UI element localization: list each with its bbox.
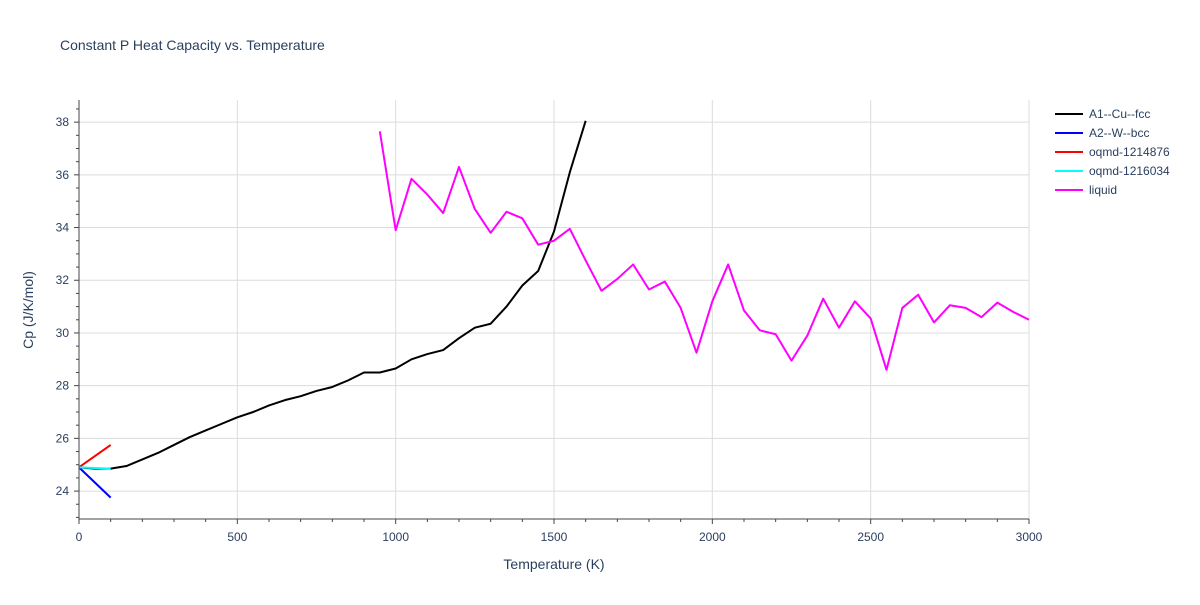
x-tick-label: 1500: [541, 530, 568, 544]
series-line-a1-cu-fcc: [78, 120, 587, 470]
x-tick-label: 2000: [699, 530, 726, 544]
y-tick-label: 38: [56, 115, 70, 129]
legend-item[interactable]: oqmd-1214876: [1055, 145, 1170, 159]
series-line-oqmd-1216034: [78, 466, 111, 470]
x-axis-label: Temperature (K): [503, 556, 604, 572]
y-tick-label: 36: [56, 168, 70, 182]
legend-label: A2--W--bcc: [1089, 126, 1149, 140]
y-tick-label: 34: [56, 221, 70, 235]
x-tick-label: 500: [227, 530, 247, 544]
legend-label: oqmd-1216034: [1089, 164, 1170, 178]
x-tick-label: 2500: [857, 530, 884, 544]
y-axis-label: Cp (J/K/mol): [20, 271, 36, 349]
series-line-oqmd-1214876: [78, 444, 112, 469]
y-tick-label: 32: [56, 273, 70, 287]
legend-item[interactable]: A2--W--bcc: [1055, 126, 1149, 140]
legend-label: oqmd-1214876: [1089, 145, 1170, 159]
legend-label: A1--Cu--fcc: [1089, 107, 1150, 121]
x-tick-label: 1000: [382, 530, 409, 544]
y-tick-label: 24: [56, 484, 70, 498]
legend-label: liquid: [1089, 183, 1117, 197]
legend-item[interactable]: liquid: [1055, 183, 1117, 197]
chart-title: Constant P Heat Capacity vs. Temperature: [60, 37, 325, 53]
x-tick-label: 0: [76, 530, 83, 544]
series-line-a2-w-bcc: [78, 466, 112, 499]
y-tick-label: 26: [56, 431, 70, 445]
y-tick-label: 30: [56, 326, 70, 340]
legend-item[interactable]: A1--Cu--fcc: [1055, 107, 1150, 121]
legend-item[interactable]: oqmd-1216034: [1055, 164, 1170, 178]
x-tick-label: 3000: [1016, 530, 1043, 544]
y-tick-label: 28: [56, 379, 70, 393]
series-line-liquid: [378, 131, 1030, 371]
